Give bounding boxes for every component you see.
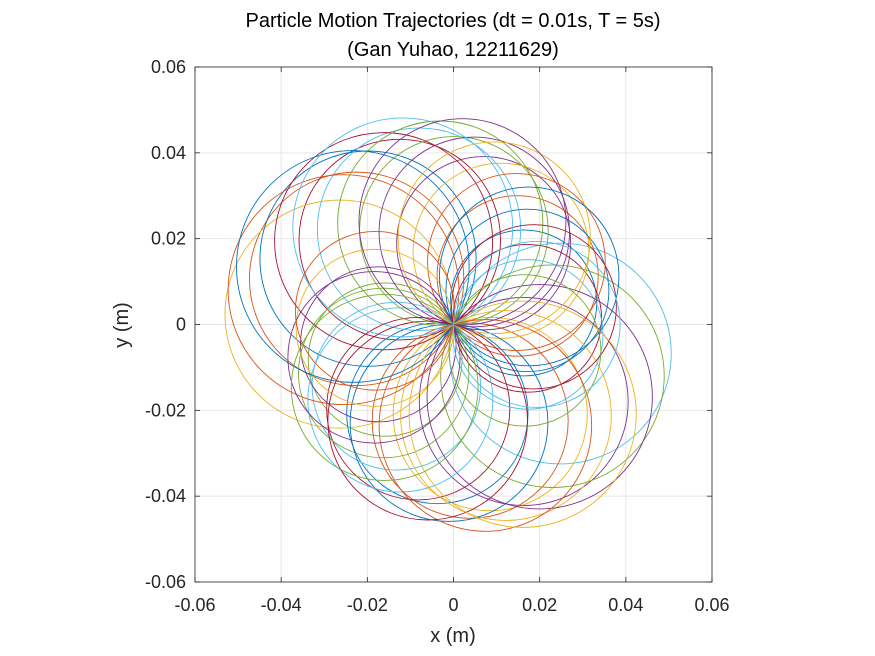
tick-labels: -0.06 -0.04 -0.02 0 0.02 0.04 0.06 -0.06 -0.04 -0… <box>145 57 730 615</box>
trajectory-17 <box>412 162 590 339</box>
trajectory-30 <box>427 173 606 351</box>
chart-title: Particle Motion Trajectories (dt = 0.01s… <box>246 10 661 32</box>
x-tick-label-4: 0.02 <box>522 595 557 615</box>
y-tick-label-0: -0.06 <box>145 572 186 592</box>
y-tick-label-3: 0 <box>176 315 186 335</box>
trajectory-24 <box>400 310 612 521</box>
trajectory-21 <box>326 317 511 501</box>
trajectory-2 <box>249 171 465 387</box>
trajectory-43 <box>438 186 620 367</box>
trajectory-11 <box>418 297 629 506</box>
trajectory-45 <box>408 300 637 528</box>
trajectory-48 <box>453 240 621 408</box>
trajectory-34 <box>307 307 494 493</box>
y-tick-label-1: -0.04 <box>145 486 186 506</box>
y-tick-label-4: 0.02 <box>151 229 186 249</box>
y-tick-label-6: 0.06 <box>151 57 186 77</box>
trajectory-38 <box>397 141 591 334</box>
trajectory-41 <box>292 117 514 338</box>
trajectory-28 <box>274 132 494 351</box>
x-tick-label-5: 0.04 <box>608 595 643 615</box>
axes <box>194 66 713 583</box>
x-tick-label-1: -0.04 <box>261 595 302 615</box>
x-tick-label-6: 0.06 <box>694 595 729 615</box>
trajectory-42 <box>327 320 528 521</box>
trajectory-32 <box>426 284 653 510</box>
x-tick-label-2: -0.02 <box>347 595 388 615</box>
trajectories <box>224 117 672 532</box>
chart-subtitle: (Gan Yuhao, 12211629) <box>347 39 559 61</box>
trajectory-46 <box>358 118 567 326</box>
y-tick-label-5: 0.04 <box>151 143 186 163</box>
trajectory-23 <box>227 174 460 406</box>
trajectory-9 <box>436 195 599 357</box>
trajectory-5 <box>307 282 463 437</box>
trajectory-37 <box>378 319 593 532</box>
trajectory-22 <box>445 208 610 373</box>
x-axis-label: x (m) <box>430 625 476 647</box>
trajectory-16 <box>371 322 569 519</box>
x-tick-label-0: -0.06 <box>174 595 215 615</box>
y-tick-label-2: -0.02 <box>145 400 186 420</box>
y-axis-label: y (m) <box>111 302 133 348</box>
trajectory-40 <box>448 274 602 427</box>
trajectory-36 <box>236 150 470 383</box>
x-tick-label-3: 0 <box>448 595 458 615</box>
trajectory-19 <box>440 264 665 488</box>
trajectory-35 <box>451 224 617 390</box>
trajectory-47 <box>290 293 479 481</box>
